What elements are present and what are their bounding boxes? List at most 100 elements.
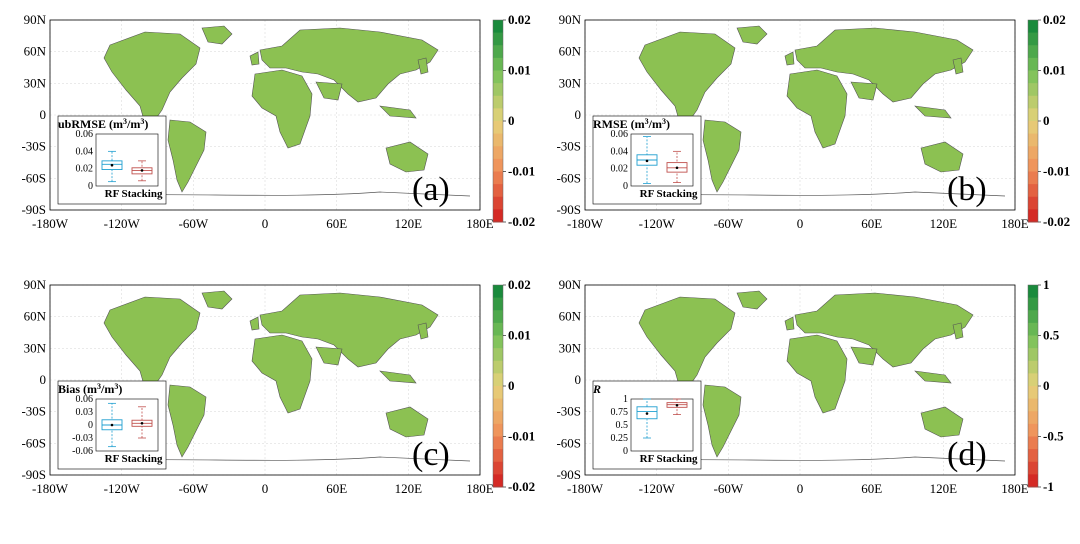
inset-title-text: ubRMSE (m xyxy=(58,117,123,131)
inset-title-mid: /m xyxy=(100,382,114,396)
inset-title-end: ) xyxy=(118,382,122,396)
lat-tick-label: 0 xyxy=(575,372,582,387)
colorbar-segment xyxy=(1028,461,1038,475)
colorbar-segment xyxy=(493,398,503,412)
colorbar-segment xyxy=(1028,133,1038,147)
lat-tick-label: 30N xyxy=(559,340,582,355)
box-category-label: Stacking xyxy=(657,188,698,200)
mean-marker xyxy=(140,421,144,425)
lat-tick-label: -60S xyxy=(556,170,581,185)
inset-title: RMSE (m3/m3) xyxy=(593,117,670,132)
lon-tick-label: 60E xyxy=(861,216,882,231)
colorbar-tick-label: -0.02 xyxy=(1043,214,1070,229)
lat-tick-label: -30S xyxy=(556,139,581,154)
colorbar-segment xyxy=(493,171,503,185)
lon-tick-label: 180E xyxy=(1001,481,1029,496)
colorbar-segment xyxy=(1028,57,1038,71)
colorbar-segment xyxy=(493,423,503,437)
boxplot-ytick-label: 0.75 xyxy=(611,407,629,418)
boxplot-ytick-label: 0.06 xyxy=(611,129,629,140)
lon-tick-label: 0 xyxy=(262,481,269,496)
colorbar-segment xyxy=(1028,108,1038,122)
colorbar-tick-label: 0.02 xyxy=(508,12,531,27)
inset-title-sup: 3 xyxy=(645,117,649,126)
box-stacking: Stacking xyxy=(657,398,698,465)
lat-tick-label: -90S xyxy=(556,202,581,217)
colorbar-segment xyxy=(493,411,503,425)
colorbar-tick-label: 0 xyxy=(508,378,515,393)
boxplot-ytick-label: 0.04 xyxy=(76,146,94,157)
colorbar-segment xyxy=(1028,95,1038,109)
colorbar-segment xyxy=(1028,209,1038,223)
box-category-label: Stacking xyxy=(122,188,163,200)
map-panel-c: 90N 60N 30N 0 -30S -60S -90S-180W -120W -60W 0 60E… xyxy=(21,277,535,496)
boxplot-ytick-label: 0 xyxy=(88,181,93,192)
inset-title-mid: /m xyxy=(648,117,662,131)
colorbar-segment xyxy=(493,83,503,97)
box-stacking: Stacking xyxy=(122,160,163,200)
inset-title-sup: 3 xyxy=(97,382,101,391)
colorbar: 0.02 0.01 0 -0.01 -0.02 xyxy=(1027,12,1070,229)
colorbar-tick-label: -1 xyxy=(1043,479,1054,494)
colorbar-segment xyxy=(493,436,503,450)
boxplot-ytick-label: 0.06 xyxy=(76,129,94,140)
colorbar-segment xyxy=(1028,398,1038,412)
colorbar-segment xyxy=(493,57,503,71)
mean-marker xyxy=(140,169,144,172)
colorbar-segment xyxy=(1028,423,1038,437)
colorbar-segment xyxy=(1028,196,1038,210)
lat-tick-label: -60S xyxy=(21,435,46,450)
lat-tick-label: -90S xyxy=(21,467,46,482)
colorbar-segment xyxy=(1028,449,1038,463)
lat-tick-label: 30N xyxy=(24,75,47,90)
colorbar-segment xyxy=(493,285,503,299)
map-panel-b: 90N 60N 30N 0 -30S -60S -90S-180W -120W -60W 0 60E… xyxy=(556,12,1070,231)
colorbar-segment xyxy=(493,348,503,362)
boxplot-ytick-label: 0.02 xyxy=(611,164,629,175)
colorbar-segment xyxy=(493,32,503,46)
colorbar-segment xyxy=(493,108,503,122)
inset-title-sup: 3 xyxy=(662,117,666,126)
map-panel-d: 90N 60N 30N 0 -30S -60S -90S-180W -120W -60W 0 60E… xyxy=(556,277,1064,496)
colorbar: 1 0.5 0 -0.5 -1 xyxy=(1027,277,1064,494)
colorbar-tick-label: 0 xyxy=(1043,378,1050,393)
lat-tick-label: -30S xyxy=(21,139,46,154)
box-category-label: RF xyxy=(640,453,655,465)
colorbar-tick-label: 0.02 xyxy=(1043,12,1066,27)
inset-title-text: RMSE (m xyxy=(593,117,645,131)
boxplot-inset: R 1 0.75 0.5 0.25 0 RF Stacking xyxy=(592,380,702,470)
mean-marker xyxy=(645,159,649,163)
lon-tick-label: -120W xyxy=(639,481,676,496)
map-frame xyxy=(49,284,481,476)
colorbar-tick-label: 0.01 xyxy=(508,328,531,343)
inset-title: ubRMSE (m3/m3) xyxy=(58,117,148,132)
mean-marker xyxy=(675,403,679,407)
colorbar-segment xyxy=(493,310,503,324)
mean-marker xyxy=(110,163,114,167)
colorbar-segment xyxy=(493,360,503,374)
lon-tick-label: 180E xyxy=(466,481,494,496)
boxplot-ytick-label: 0.04 xyxy=(611,146,629,157)
colorbar-segment xyxy=(493,196,503,210)
colorbar: 0.02 0.01 0 -0.01 -0.02 xyxy=(492,277,535,494)
boxplot-ytick-label: 0.02 xyxy=(76,164,94,175)
mean-marker xyxy=(675,166,679,170)
box-stacking: Stacking xyxy=(657,150,698,200)
lat-tick-label: 60N xyxy=(559,44,582,59)
inset-title-text: R xyxy=(592,382,601,396)
map-frame xyxy=(584,284,1016,476)
box-stacking: Stacking xyxy=(122,406,163,465)
lat-tick-label: -30S xyxy=(21,404,46,419)
colorbar-segment xyxy=(493,449,503,463)
lon-tick-label: 180E xyxy=(1001,216,1029,231)
colorbar-tick-label: -0.01 xyxy=(1043,164,1070,179)
lon-tick-label: 180E xyxy=(466,216,494,231)
colorbar-segment xyxy=(1028,45,1038,59)
colorbar-segment xyxy=(1028,360,1038,374)
colorbar-segment xyxy=(1028,158,1038,172)
colorbar-segment xyxy=(1028,386,1038,400)
colorbar-segment xyxy=(493,209,503,223)
inset-title-sup: 3 xyxy=(114,382,118,391)
lat-tick-label: -60S xyxy=(556,435,581,450)
colorbar-segment xyxy=(493,20,503,34)
